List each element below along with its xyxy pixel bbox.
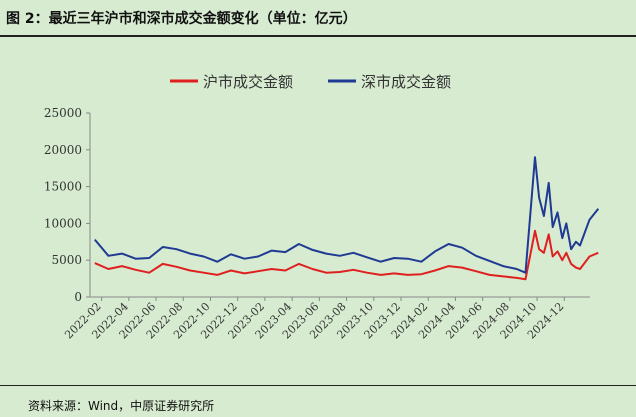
y-tick-label: 15000 [44, 180, 82, 194]
series-line-sz [94, 156, 600, 274]
y-tick-label: 5000 [51, 253, 82, 267]
line-chart: 05000100001500020000250002022-022022-042… [44, 73, 600, 341]
legend-label: 深市成交金额 [361, 73, 451, 91]
y-tick-label: 10000 [44, 216, 82, 230]
y-tick-label: 0 [74, 290, 82, 304]
y-tick-label: 20000 [44, 143, 82, 157]
figure-title: 图 2：最近三年沪市和深市成交金额变化（单位：亿元） [6, 11, 357, 27]
series-line-sh [94, 229, 599, 281]
top-rule [0, 35, 636, 37]
source-note: 资料来源：Wind，中原证券研究所 [28, 399, 215, 413]
legend-label: 沪市成交金额 [203, 73, 293, 91]
bottom-rule [0, 385, 636, 386]
y-tick-label: 25000 [44, 106, 82, 120]
